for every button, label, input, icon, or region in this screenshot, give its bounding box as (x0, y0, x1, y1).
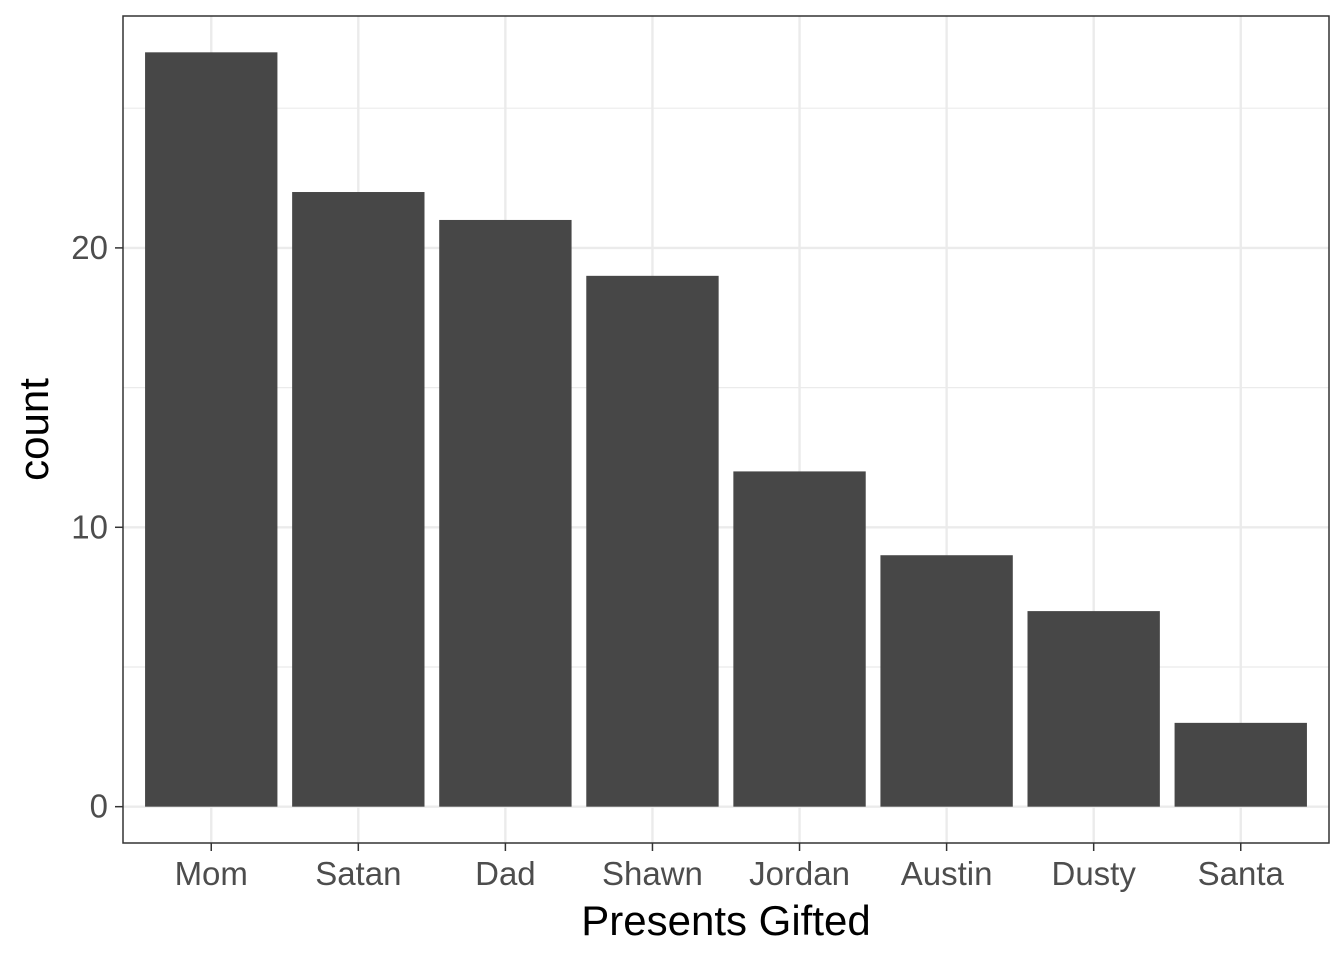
panel-border (122, 15, 1330, 844)
bar-santa (1174, 722, 1307, 807)
x-tick-label: Satan (315, 855, 401, 892)
y-axis-title: count (10, 378, 57, 481)
bar-mom (145, 52, 278, 807)
bar-austin (880, 555, 1013, 807)
y-tick-label: 0 (90, 788, 108, 825)
x-axis-tick-labels: Mom Satan Dad Shawn Jordan Austin Dusty Santa (175, 855, 1285, 892)
y-tick-label: 20 (71, 229, 108, 266)
x-axis-title: Presents Gifted (581, 897, 870, 944)
x-tick-label: Santa (1198, 855, 1285, 892)
bar-dusty (1027, 611, 1160, 807)
y-tick-label: 10 (71, 508, 108, 545)
x-tick-label: Jordan (749, 855, 850, 892)
bar-satan (292, 192, 425, 807)
bar-jordan (733, 471, 866, 807)
axis-ticks (115, 247, 1242, 851)
x-tick-label: Mom (175, 855, 248, 892)
x-tick-label: Shawn (602, 855, 703, 892)
x-tick-label: Dad (475, 855, 536, 892)
y-axis-tick-labels: 0 10 20 (71, 229, 108, 825)
bar-dad (439, 219, 572, 807)
x-tick-label: Dusty (1052, 855, 1137, 892)
bars (145, 52, 1307, 807)
bar-shawn (586, 275, 719, 807)
x-tick-label: Austin (901, 855, 993, 892)
